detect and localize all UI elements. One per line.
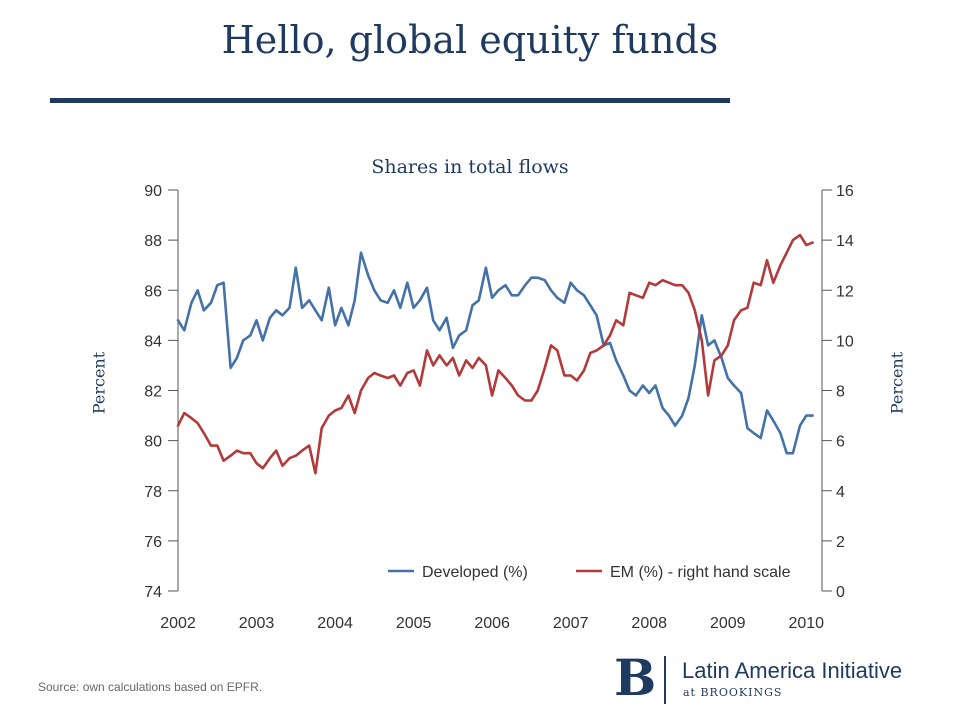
y-tick-label-left: 84: [144, 333, 162, 350]
logo-letter: B: [614, 648, 656, 707]
x-tick-label: 2003: [239, 615, 275, 632]
y-tick-label-right: 16: [836, 183, 854, 200]
line-chart: 74 76 78 80 82 84 86 88 90 0 2 4 6 8 10 12 14 16 2002 2003 2…: [0, 0, 960, 720]
y-tick-label-right: 12: [836, 283, 854, 300]
y-tick-label-left: 78: [144, 484, 162, 501]
source-note: Source: own calculations based on EPFR.: [38, 680, 262, 694]
legend-developed-label: Developed (%): [422, 564, 528, 581]
logo-subtitle: at BROOKINGS: [683, 686, 782, 699]
y-tick-label-left: 90: [144, 183, 162, 200]
y-tick-label-left: 76: [144, 534, 162, 551]
brookings-logo: B Latin America Initiative at BROOKINGS: [612, 654, 952, 706]
x-tick-label: 2008: [631, 615, 667, 632]
logo-name: Latin America Initiative: [682, 658, 902, 684]
logo-divider: [664, 656, 666, 704]
y-tick-label-left: 82: [144, 384, 162, 401]
x-tick-label: 2006: [474, 615, 510, 632]
y-tick-label-left: 88: [144, 233, 162, 250]
legend-em-label: EM (%) - right hand scale: [610, 564, 791, 581]
x-tick-label: 2010: [788, 615, 824, 632]
x-tick-label: 2007: [553, 615, 589, 632]
y-tick-label-right: 14: [836, 233, 854, 250]
y-tick-label-left: 74: [144, 584, 162, 601]
x-tick-label: 2004: [317, 615, 353, 632]
y-tick-label-right: 6: [836, 434, 845, 451]
y-tick-label-right: 2: [836, 534, 845, 551]
series-line-em: [178, 235, 813, 473]
y-tick-label-right: 8: [836, 384, 845, 401]
x-tick-label: 2009: [710, 615, 746, 632]
series-line-developed: [178, 253, 813, 454]
y-tick-label-right: 4: [836, 484, 845, 501]
y-tick-label-right: 10: [836, 333, 854, 350]
y-tick-label-right: 0: [836, 584, 845, 601]
x-tick-label: 2005: [396, 615, 432, 632]
x-tick-label: 2002: [160, 615, 196, 632]
y-tick-label-left: 86: [144, 283, 162, 300]
y-tick-label-left: 80: [144, 434, 162, 451]
